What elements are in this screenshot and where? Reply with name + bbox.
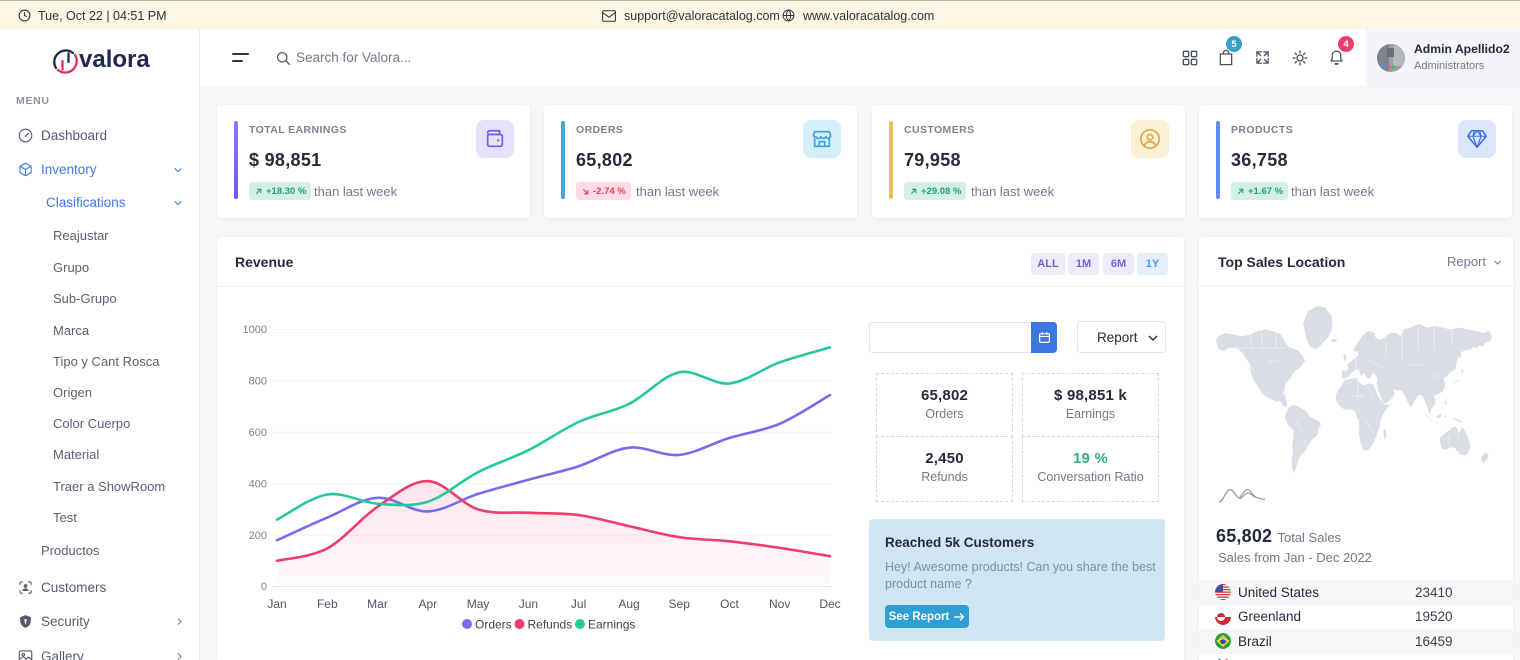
svg-text:Earnings: Earnings [588, 618, 635, 632]
svg-text:800: 800 [249, 376, 267, 388]
svg-text:Sep: Sep [669, 597, 691, 611]
svg-text:1000: 1000 [243, 324, 267, 336]
svg-text:Mar: Mar [367, 597, 388, 611]
svg-text:Nov: Nov [769, 597, 790, 611]
svg-text:Dec: Dec [819, 597, 840, 611]
svg-text:Feb: Feb [317, 597, 338, 611]
svg-text:200: 200 [249, 530, 267, 542]
svg-text:Jun: Jun [519, 597, 538, 611]
svg-text:600: 600 [249, 427, 267, 439]
svg-text:Refunds: Refunds [528, 618, 573, 632]
svg-text:400: 400 [249, 479, 267, 491]
svg-text:Jul: Jul [571, 597, 586, 611]
svg-text:Apr: Apr [418, 597, 437, 611]
svg-text:Aug: Aug [618, 597, 639, 611]
svg-text:0: 0 [261, 581, 267, 593]
svg-text:Oct: Oct [720, 597, 739, 611]
svg-text:May: May [467, 597, 490, 611]
svg-text:Orders: Orders [475, 618, 512, 632]
svg-text:Jan: Jan [267, 597, 286, 611]
